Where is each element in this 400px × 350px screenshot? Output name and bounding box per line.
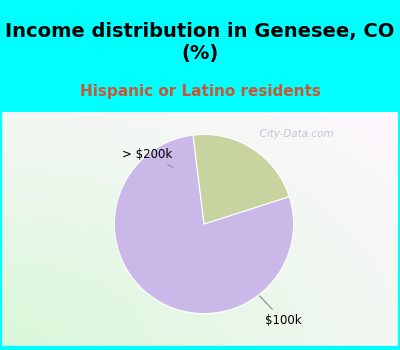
Wedge shape [114,135,294,314]
Text: $100k: $100k [260,296,301,327]
Text: City-Data.com: City-Data.com [253,130,334,139]
Text: Hispanic or Latino residents: Hispanic or Latino residents [80,84,320,99]
Text: > $200k: > $200k [122,148,173,167]
Wedge shape [193,134,289,224]
Text: Income distribution in Genesee, CO
(%): Income distribution in Genesee, CO (%) [5,22,395,63]
